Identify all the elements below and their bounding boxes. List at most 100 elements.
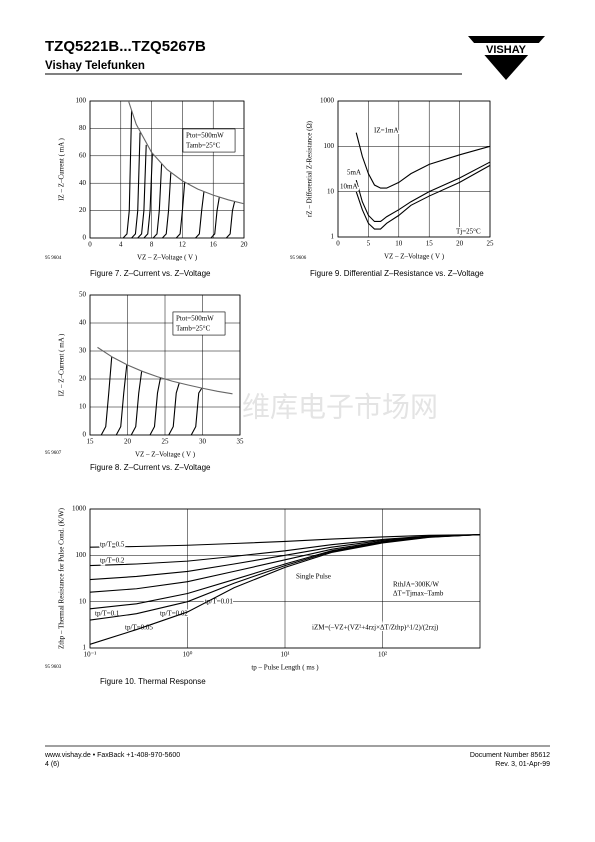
logo-band — [470, 43, 543, 55]
footer-right: Document Number 85612 — [470, 752, 550, 759]
x-tick-label: 20 — [241, 241, 249, 249]
y-tick-label: 1 — [331, 233, 335, 241]
x-tick-label: 15 — [87, 438, 95, 446]
annotation: 10mA — [340, 183, 358, 191]
footer-left: www.vishay.de • FaxBack +1-408-970-5600 — [44, 752, 180, 759]
series-line — [137, 144, 147, 239]
series-line — [175, 181, 186, 239]
series-label: tp/T=0.02 — [160, 610, 188, 618]
y-tick-label: 1 — [83, 644, 87, 652]
series-line — [89, 534, 481, 581]
series-line — [168, 382, 180, 436]
y-axis-label: IZ – Z–Current ( mA ) — [58, 137, 66, 200]
series-line — [355, 161, 491, 223]
series-line — [190, 387, 203, 436]
annotation: Ptot=500mW — [176, 315, 214, 323]
y-tick-label: 20 — [79, 206, 87, 214]
series-line — [89, 534, 481, 645]
annotation: Ptot=500mW — [186, 132, 224, 140]
y-tick-label: 30 — [79, 347, 87, 355]
series-line — [161, 172, 172, 239]
annotation: iZM=(–VZ+(VZ²+4rzj×ΔT/Zthp)^1/2)/(2rzj) — [312, 624, 439, 632]
series-label: tp/T=0.5 — [100, 541, 125, 549]
series-label: tp/T=0.2 — [100, 557, 125, 565]
x-tick-label: 10 — [395, 240, 403, 248]
series-line — [127, 100, 245, 205]
x-axis-label: VZ – Z–Voltage ( V ) — [135, 451, 196, 459]
y-tick-label: 60 — [79, 151, 87, 159]
series-line — [100, 356, 113, 436]
y-tick-label: 100 — [76, 551, 87, 559]
y-tick-label: 40 — [79, 319, 87, 327]
annotation: 5mA — [347, 169, 361, 177]
series-label: tp/T=0.01 — [205, 598, 233, 606]
annotation: IZ=1mA — [374, 127, 399, 135]
y-tick-label: 1000 — [320, 97, 335, 105]
y-axis-label: Zthp – Thermal Resistance for Pulse Cond… — [58, 507, 66, 649]
annotation: ΔT=Tjmax–Tamb — [393, 590, 444, 598]
y-tick-label: 100 — [76, 97, 87, 105]
series-line — [122, 110, 133, 239]
series-line — [210, 196, 220, 239]
x-tick-label: 4 — [119, 241, 123, 249]
figure-caption: Figure 9. Differential Z–Resistance vs. … — [310, 269, 484, 278]
x-axis-label: VZ – Z–Voltage ( V ) — [384, 253, 445, 261]
x-axis-label: tp – Pulse Length ( ms ) — [251, 664, 319, 672]
series-label: Single Pulse — [296, 573, 331, 581]
y-tick-label: 100 — [324, 142, 335, 150]
figure-caption: Figure 8. Z–Current vs. Z–Voltage — [90, 463, 211, 472]
y-tick-label: 80 — [79, 124, 87, 132]
logo-text: VISHAY — [486, 44, 527, 56]
y-axis-label: IZ – Z–Current ( mA ) — [58, 333, 66, 396]
y-tick-label: 10 — [327, 187, 335, 195]
series-line — [115, 364, 128, 436]
doc-title: TZQ5221B...TZQ5267B — [45, 38, 206, 55]
series-line — [195, 191, 205, 239]
series-line — [97, 346, 233, 395]
x-tick-label: 10² — [378, 651, 387, 659]
y-tick-label: 1000 — [72, 505, 87, 513]
annotation: Tamb=25°C — [176, 325, 211, 333]
annotation: Tj=25°C — [456, 228, 481, 236]
x-tick-label: 20 — [456, 240, 464, 248]
series-line — [131, 132, 141, 239]
series-line — [355, 164, 491, 230]
y-tick-label: 20 — [79, 375, 87, 383]
series-line — [130, 370, 143, 436]
x-tick-label: 8 — [150, 241, 154, 249]
x-tick-label: 15 — [426, 240, 434, 248]
x-tick-label: 30 — [199, 438, 207, 446]
series-line — [143, 153, 153, 239]
annotation: Tamb=25°C — [186, 142, 221, 150]
x-axis-label: VZ – Z–Voltage ( V ) — [137, 254, 198, 262]
x-tick-label: 0 — [88, 241, 92, 249]
figure-code: 95 9604 — [45, 256, 62, 261]
x-tick-label: 16 — [210, 241, 218, 249]
series-line — [152, 163, 163, 239]
y-tick-label: 40 — [79, 179, 87, 187]
x-tick-label: 20 — [124, 438, 132, 446]
annotation: RthJA=300K/W — [393, 581, 439, 589]
footer-left: 4 (6) — [45, 761, 59, 768]
figure-code: 95 9607 — [45, 451, 62, 456]
series-line — [89, 534, 481, 567]
annotation-box — [172, 311, 226, 336]
x-tick-label: 10⁰ — [183, 651, 193, 659]
figure-caption: Figure 7. Z–Current vs. Z–Voltage — [90, 269, 211, 278]
series-line — [225, 200, 236, 239]
y-tick-label: 50 — [79, 291, 87, 299]
x-tick-label: 25 — [487, 240, 495, 248]
watermark: 维库电子市场网 — [242, 391, 438, 423]
series-line — [149, 377, 162, 436]
y-tick-label: 0 — [83, 431, 87, 439]
series-label: tp/T=0.05 — [125, 624, 153, 632]
y-tick-label: 10 — [79, 597, 87, 605]
x-tick-label: 35 — [237, 438, 245, 446]
series-line — [89, 534, 481, 548]
doc-subtitle: Vishay Telefunken — [45, 60, 145, 72]
x-tick-label: 0 — [336, 240, 340, 248]
series-line — [355, 132, 491, 189]
footer-right: Rev. 3, 01-Apr-99 — [495, 761, 550, 768]
